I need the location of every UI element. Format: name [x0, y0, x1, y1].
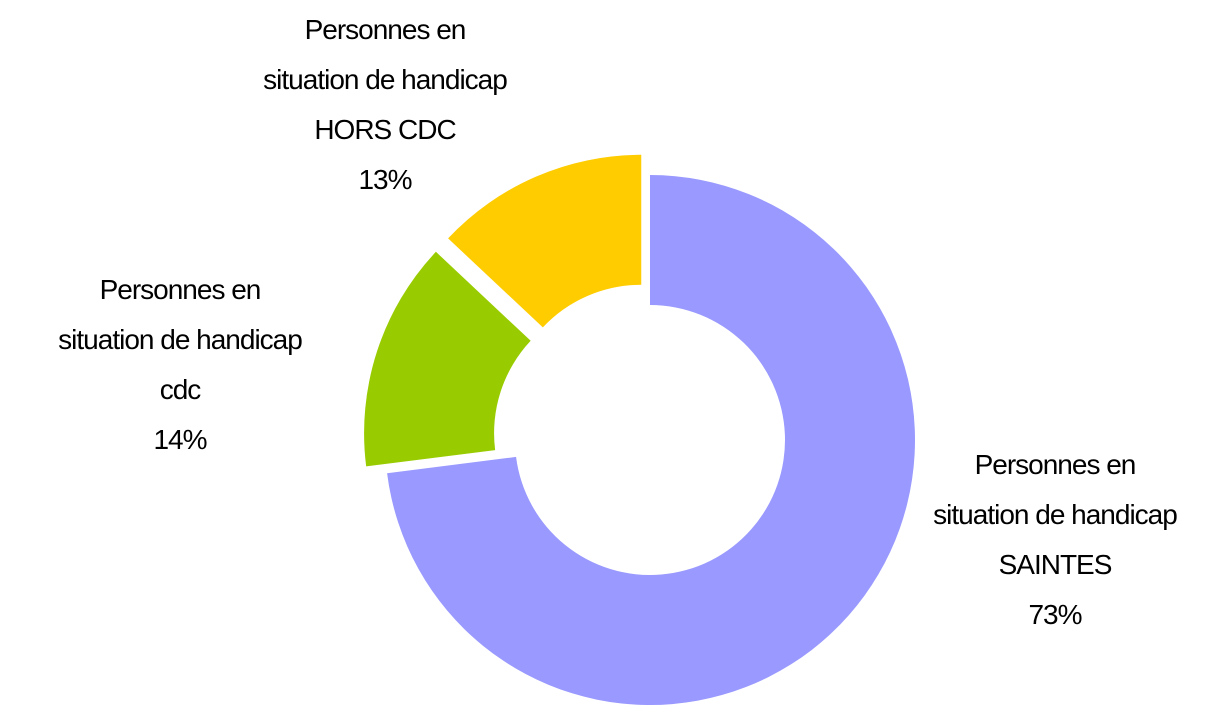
donut-segment: [387, 175, 916, 705]
segment-label: Personnes en situation de handicap SAINT…: [875, 440, 1220, 640]
value-label: 14%: [153, 424, 207, 455]
value-label: 13%: [358, 164, 412, 195]
category-label: Personnes en situation de handicap HORS …: [263, 14, 508, 145]
donut-segment: [364, 251, 531, 467]
segment-label: Personnes en situation de handicap cdc 14…: [0, 265, 360, 465]
category-label: Personnes en situation de handicap SAINT…: [933, 449, 1178, 580]
donut-segment: [448, 154, 642, 328]
value-label: 73%: [1028, 599, 1082, 630]
category-label: Personnes en situation de handicap cdc: [58, 274, 303, 405]
segment-label: Personnes en situation de handicap HORS …: [205, 5, 565, 205]
